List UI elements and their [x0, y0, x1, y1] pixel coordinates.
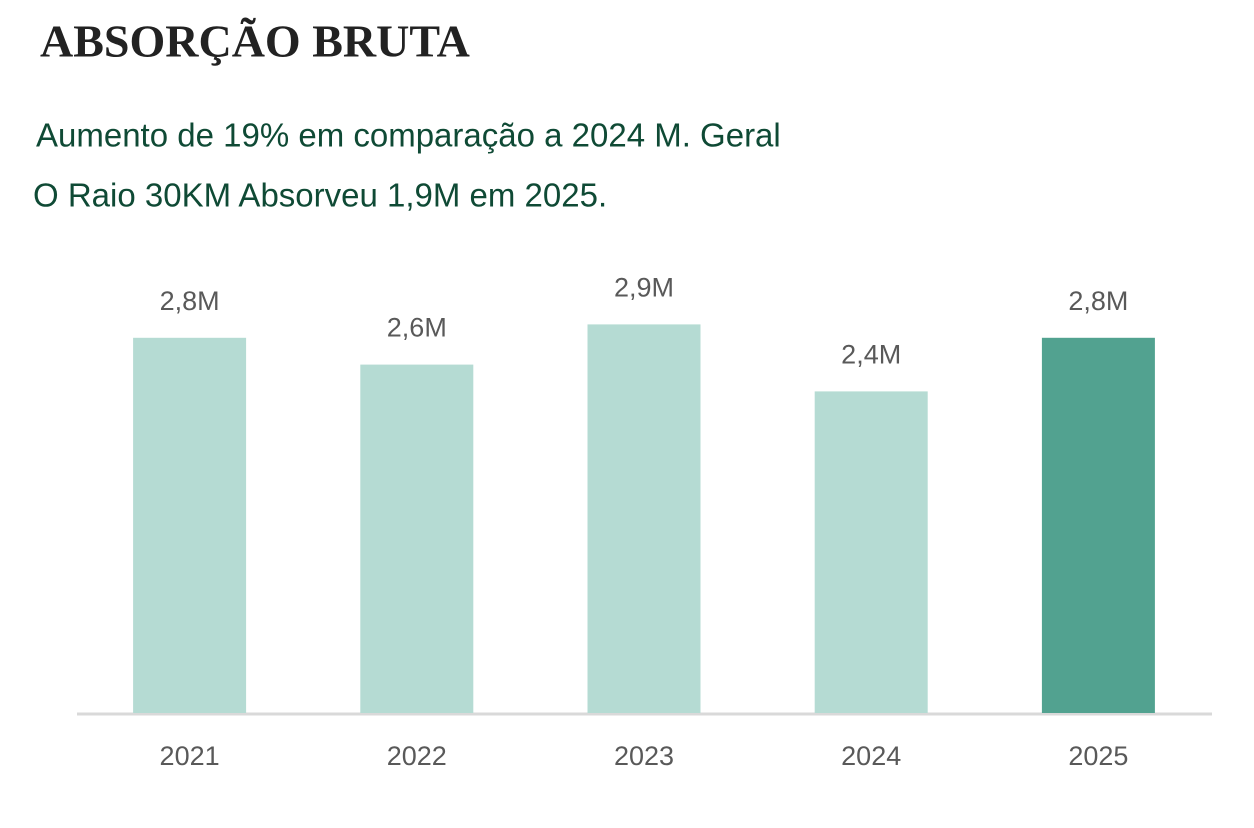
- value-label: 2,4M: [841, 340, 901, 370]
- value-label: 2,6M: [387, 313, 447, 343]
- bar: [133, 337, 247, 713]
- value-label: 2,8M: [1068, 286, 1128, 316]
- x-tick-label: 2024: [841, 741, 901, 771]
- value-label: 2,8M: [160, 286, 220, 316]
- bar: [1041, 337, 1155, 713]
- bar: [814, 391, 928, 713]
- x-tick-label: 2023: [614, 741, 674, 771]
- bar: [587, 324, 701, 713]
- subtitle: Aumento de 19% em comparação a 2024 M. G…: [36, 117, 781, 154]
- x-tick-label: 2025: [1068, 741, 1128, 771]
- subtitle: O Raio 30KM Absorveu 1,9M em 2025.: [33, 177, 607, 214]
- value-label: 2,9M: [614, 273, 674, 303]
- x-tick-label: 2021: [160, 741, 220, 771]
- bar: [360, 364, 474, 713]
- chart-title: ABSORÇÃO BRUTA: [40, 16, 470, 67]
- x-tick-label: 2022: [387, 741, 447, 771]
